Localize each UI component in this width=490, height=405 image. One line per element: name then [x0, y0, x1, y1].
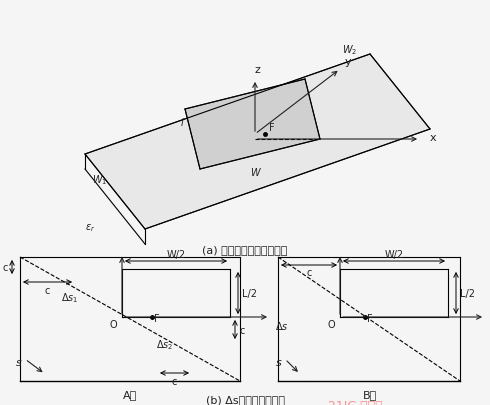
Text: O: O [109, 319, 117, 329]
Text: $\varepsilon_r$: $\varepsilon_r$ [85, 222, 95, 233]
Text: c: c [44, 285, 49, 295]
Text: F: F [367, 313, 372, 323]
Text: $\Delta s$: $\Delta s$ [275, 319, 289, 331]
Text: c: c [239, 325, 245, 335]
Text: (b) Δs的矩形微带天线: (b) Δs的矩形微带天线 [205, 394, 285, 404]
Text: $W_2$: $W_2$ [343, 43, 358, 57]
Text: $W_1$: $W_1$ [93, 173, 108, 186]
Text: L/2: L/2 [242, 288, 257, 298]
Text: W/2: W/2 [167, 249, 186, 259]
Text: W/2: W/2 [385, 249, 404, 259]
Text: $\Delta s_1$: $\Delta s_1$ [61, 290, 79, 304]
Text: L/2: L/2 [460, 288, 475, 298]
Text: c: c [172, 376, 177, 386]
Polygon shape [85, 55, 430, 230]
Text: (a) 矩形微带天线坐标位置: (a) 矩形微带天线坐标位置 [202, 244, 288, 254]
Text: B型: B型 [363, 389, 377, 399]
Text: c: c [2, 262, 8, 272]
Text: s: s [276, 357, 282, 367]
Polygon shape [185, 80, 320, 170]
Text: A型: A型 [123, 389, 137, 399]
Text: x: x [430, 133, 437, 143]
Text: $\Delta s_2$: $\Delta s_2$ [156, 337, 173, 351]
Text: y: y [344, 57, 351, 67]
Text: O: O [327, 319, 335, 329]
Text: s: s [16, 357, 22, 367]
Text: 21IC 电子网: 21IC 电子网 [328, 399, 382, 405]
Text: l: l [181, 118, 183, 128]
Text: z: z [254, 65, 260, 75]
Text: W: W [250, 168, 260, 177]
Text: F: F [154, 313, 160, 323]
Text: c: c [306, 267, 312, 277]
Text: F: F [269, 123, 274, 133]
